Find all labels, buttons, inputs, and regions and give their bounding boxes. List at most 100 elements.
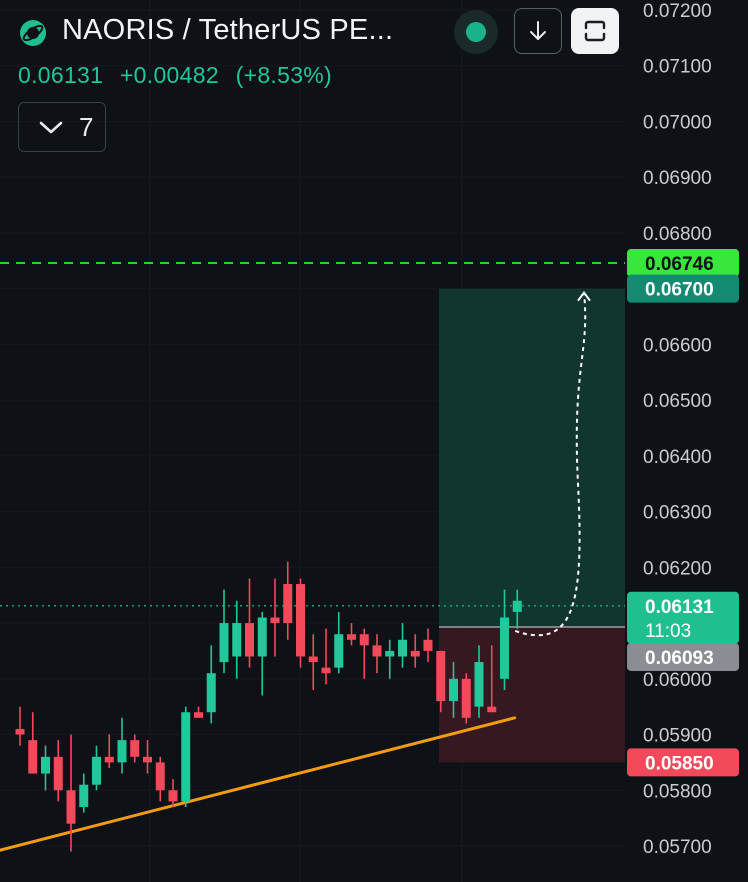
candle-down <box>15 706 25 746</box>
candle-up <box>500 589 509 690</box>
candle-up <box>92 745 101 791</box>
candle-body <box>347 634 356 640</box>
candle-up <box>232 600 242 679</box>
candle-body <box>283 584 293 624</box>
candlestick-series <box>15 561 522 852</box>
axis-tick-label: 0.07100 <box>643 57 712 78</box>
target-price-tag-text: 0.06746 <box>645 254 714 275</box>
candle-body <box>130 740 140 757</box>
indicators-collapse-button[interactable]: 7 <box>18 102 106 152</box>
candle-body <box>270 617 280 624</box>
candle-up <box>398 623 407 668</box>
candle-body <box>257 617 267 657</box>
candle-down <box>245 578 254 668</box>
axis-tick-label: 0.06900 <box>643 168 712 189</box>
candle-down <box>487 645 497 713</box>
candle-body <box>410 650 420 657</box>
indicators-count: 7 <box>79 111 94 142</box>
stop-loss-tag: 0.05850 <box>627 748 739 777</box>
candle-down <box>28 712 38 774</box>
entry-price-tag: 0.06093 <box>627 642 739 671</box>
candle-down <box>53 740 63 802</box>
axis-tick-label: 0.07000 <box>643 112 712 133</box>
countdown-text: 11:03 <box>645 621 691 642</box>
candle-body <box>296 584 305 657</box>
candle-up <box>474 645 484 718</box>
candle-down <box>155 756 165 802</box>
candle-down <box>308 634 318 690</box>
stop-loss-tag-bg <box>627 748 739 777</box>
candle-body <box>219 623 229 663</box>
candle-body <box>66 790 76 824</box>
current-price-tag: 0.06131 11:03 <box>627 591 739 644</box>
candle-body <box>372 645 382 657</box>
candle-down <box>347 623 356 646</box>
take-profit-tag: 0.06700 <box>627 274 739 303</box>
candle-body <box>359 634 369 646</box>
target-price-tag-bg <box>627 249 739 278</box>
candle-up <box>385 639 395 679</box>
candle-down <box>283 561 293 640</box>
candle-down <box>104 734 114 768</box>
price-labels: 0.06746 0.06700 0.06131 11:03 0.06093 0.05850 <box>627 249 739 777</box>
candle-body <box>53 756 63 791</box>
candle-down <box>130 734 140 763</box>
stop-loss-tag-text: 0.05850 <box>645 753 714 774</box>
take-profit-tag-text: 0.06700 <box>645 280 714 301</box>
axis-background <box>625 0 748 882</box>
chart-lines <box>0 262 625 852</box>
candle-body <box>398 639 407 657</box>
axis-tick-label: 0.07200 <box>643 1 712 22</box>
candle-up <box>206 645 216 724</box>
candle-body <box>143 756 152 763</box>
axis-tick-label: 0.06600 <box>643 335 712 356</box>
symbol-title[interactable]: NAORIS / TetherUS PE... <box>62 14 394 46</box>
candle-down <box>66 734 76 852</box>
candle-body <box>181 712 191 802</box>
axis-tick-label: 0.05700 <box>643 837 712 858</box>
axis-tick-label: 0.06500 <box>643 391 712 412</box>
candle-body <box>500 617 509 679</box>
candle-down <box>321 628 331 685</box>
chart-grid <box>0 0 625 882</box>
candle-body <box>449 678 458 702</box>
candle-up <box>219 589 229 674</box>
market-open-dot-icon[interactable] <box>454 10 498 54</box>
candle-body <box>194 712 203 718</box>
price-quote: 0.06131 +0.00482 (+8.53%) <box>18 62 342 89</box>
candle-body <box>245 623 254 657</box>
candle-up <box>181 706 191 807</box>
target-price-tag: 0.06746 <box>627 249 739 278</box>
projection-arrowhead <box>577 290 591 302</box>
candle-body <box>15 728 25 735</box>
candle-body <box>385 650 395 657</box>
candle-down <box>143 740 152 774</box>
entry-price-text: 0.06093 <box>645 648 714 669</box>
candle-body <box>423 639 433 651</box>
candle-body <box>41 756 50 774</box>
fullscreen-button[interactable] <box>571 8 619 54</box>
position-zones <box>439 288 625 763</box>
candle-up <box>512 589 522 629</box>
candle-body <box>104 756 114 763</box>
current-price-text: 0.06131 <box>645 597 714 618</box>
candle-body <box>321 667 331 674</box>
candle-body <box>487 706 497 713</box>
last-price: 0.06131 <box>18 62 104 88</box>
candle-body <box>28 740 38 774</box>
candle-down <box>423 628 433 663</box>
candle-body <box>117 740 127 763</box>
axis-tick-label: 0.06800 <box>643 224 712 245</box>
candle-body <box>168 790 178 802</box>
take-profit-tag-bg <box>627 274 739 303</box>
download-button[interactable] <box>514 8 562 54</box>
candle-down <box>270 578 280 657</box>
chevron-down-icon <box>39 121 63 134</box>
candle-down <box>436 650 446 713</box>
candle-down <box>296 578 305 668</box>
candle-body <box>436 650 446 702</box>
projection-arrow <box>514 292 587 637</box>
axis-tick-label: 0.06300 <box>643 503 712 524</box>
candle-up <box>449 662 458 718</box>
